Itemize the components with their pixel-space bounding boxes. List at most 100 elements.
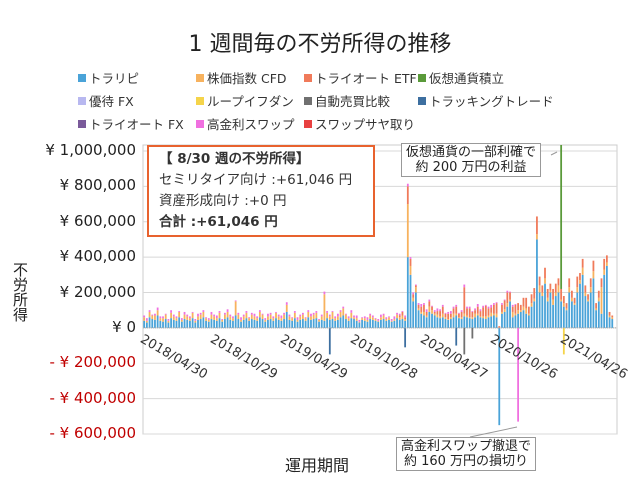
bar-segment <box>433 315 436 328</box>
bar-segment <box>178 311 181 318</box>
bar-segment <box>385 320 388 328</box>
bar-segment <box>562 327 565 355</box>
bar-segment <box>191 311 194 313</box>
legend-item: スワップサヤ取り <box>304 114 415 133</box>
bar-segment <box>156 315 159 328</box>
bar-segment <box>334 316 337 319</box>
bar-segment <box>482 307 485 317</box>
legend-label: トラリピ <box>89 71 140 86</box>
bar-segment <box>560 301 563 328</box>
bar-segment <box>331 319 334 328</box>
legend-item: ループイフダン <box>196 91 294 110</box>
bar-segment <box>562 303 565 307</box>
bar-segment <box>404 327 407 348</box>
bar-segment <box>210 311 213 315</box>
bar-segment <box>277 314 280 317</box>
bar-segment <box>164 319 167 328</box>
bar-segment <box>484 316 487 320</box>
bar-segment <box>506 292 509 304</box>
bar-segment <box>339 310 342 312</box>
bar-segment <box>587 301 589 328</box>
bar-segment <box>296 319 299 322</box>
bar-segment <box>218 318 221 328</box>
bar-segment <box>197 316 199 320</box>
legend-swatch-icon <box>418 97 426 105</box>
bar-segment <box>476 303 479 307</box>
bar-segment <box>323 291 326 295</box>
bar-segment <box>444 313 447 318</box>
bar-segment <box>474 310 476 314</box>
bar-segment <box>277 316 280 320</box>
bar-segment <box>353 315 355 318</box>
bar-segment <box>493 313 495 316</box>
bar-segment <box>495 302 498 304</box>
bar-segment <box>468 318 471 328</box>
bar-segment <box>310 319 312 328</box>
bar-segment <box>151 319 154 328</box>
bar-segment <box>318 319 320 322</box>
bar-segment <box>285 302 288 305</box>
bar-segment <box>468 308 471 318</box>
bar-segment <box>237 312 240 315</box>
bar-segment <box>476 306 479 314</box>
bar-segment <box>307 317 310 328</box>
bar-segment <box>436 317 439 328</box>
bar-segment <box>145 322 148 328</box>
bar-segment <box>245 318 248 328</box>
bar-segment <box>441 304 444 307</box>
bar-segment <box>390 321 393 328</box>
bar-segment <box>261 314 264 320</box>
bar-segment <box>256 320 259 328</box>
legend-label: トライオート FX <box>89 117 184 132</box>
bar-segment <box>215 318 218 321</box>
bar-segment <box>589 287 592 293</box>
bar-segment <box>471 327 474 339</box>
bar-segment <box>374 320 377 328</box>
bar-segment <box>148 317 151 328</box>
info-heading: 【 8/30 週の不労所得】 <box>159 151 310 167</box>
bar-segment <box>377 319 380 321</box>
bar-segment <box>463 316 466 328</box>
legend-swatch-icon <box>78 97 86 105</box>
bar-segment <box>353 319 355 328</box>
annotation-line: 約 200 万円の利益 <box>415 160 527 175</box>
bar-segment <box>449 317 452 320</box>
bar-segment <box>156 307 159 311</box>
bar-segment <box>554 283 557 293</box>
bar-segment <box>414 287 417 293</box>
bar-segment <box>423 304 425 312</box>
bar-segment <box>307 310 310 312</box>
bar-segment <box>388 317 390 320</box>
bar-segment <box>401 311 404 316</box>
bar-segment <box>175 320 178 328</box>
bar-segment <box>417 308 420 311</box>
bar-segment <box>197 313 199 317</box>
bar-segment <box>536 239 538 328</box>
bar-segment <box>267 313 269 317</box>
bar-segment <box>584 296 587 328</box>
bar-segment <box>479 317 482 328</box>
bar-segment <box>347 318 350 321</box>
bar-segment <box>331 311 334 312</box>
bar-segment <box>288 319 291 328</box>
bar-segment <box>242 316 245 320</box>
bar-segment <box>213 314 216 317</box>
bar-segment <box>248 317 250 319</box>
y-tick-label: - ¥ 400,000 <box>49 388 136 407</box>
bar-segment <box>210 314 213 320</box>
bar-segment <box>180 319 183 322</box>
legend-item: トライオート ETF <box>304 68 417 87</box>
bar-segment <box>538 276 541 286</box>
y-tick-label: - ¥ 200,000 <box>49 353 136 372</box>
bar-segment <box>345 313 347 315</box>
bar-segment <box>490 307 493 313</box>
legend-label: 自動売買比較 <box>315 94 391 109</box>
bar-segment <box>530 303 533 307</box>
bar-segment <box>603 269 606 275</box>
bar-segment <box>519 311 522 328</box>
bar-segment <box>476 315 479 328</box>
bar-segment <box>514 315 517 328</box>
bar-segment <box>248 320 250 328</box>
bar-segment <box>380 314 382 318</box>
bar-segment <box>388 316 390 318</box>
